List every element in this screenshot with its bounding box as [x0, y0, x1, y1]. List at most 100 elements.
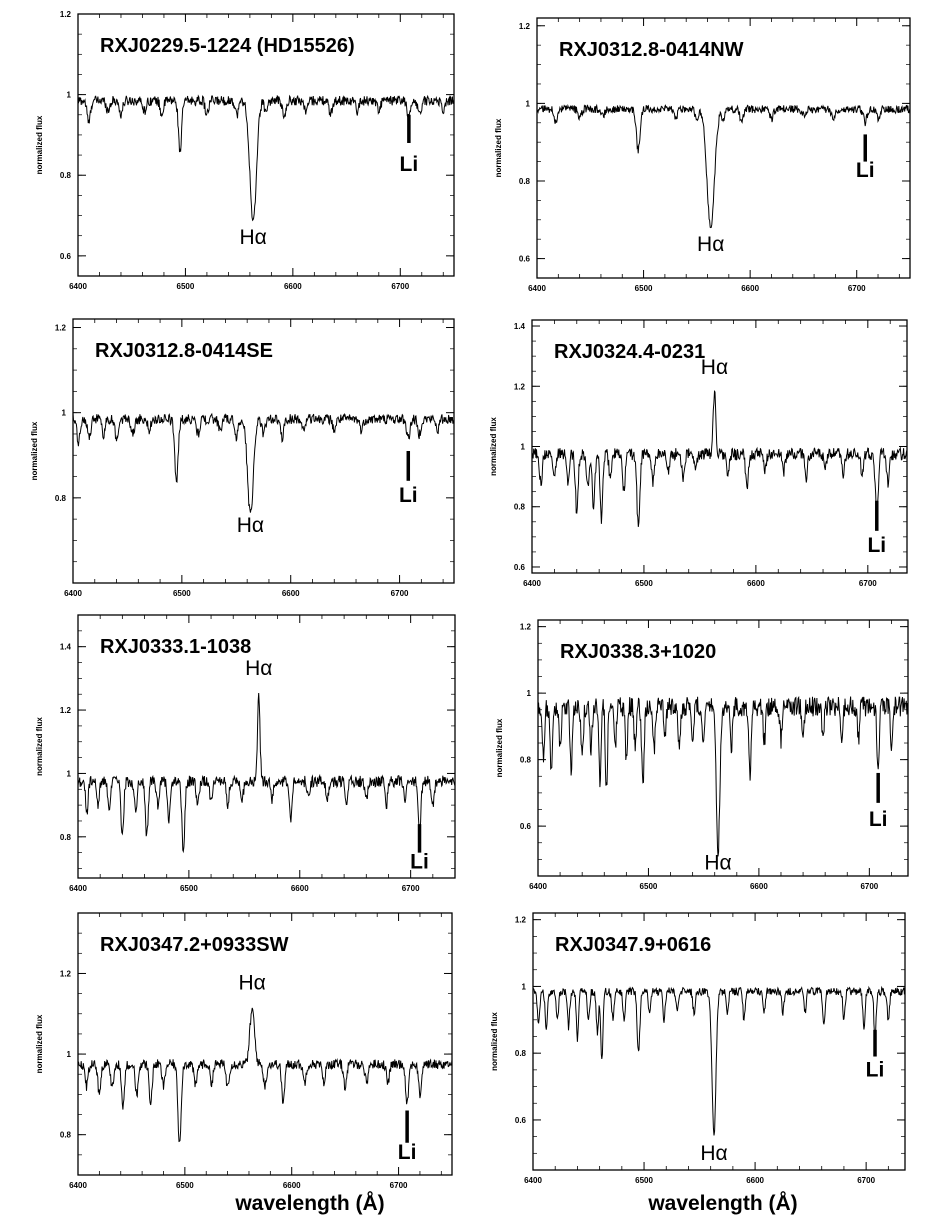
halpha-label: Hα	[697, 233, 724, 256]
y-tick-label: 0.6	[520, 822, 532, 831]
plot-frame	[72, 318, 455, 584]
y-tick-label: 1	[67, 769, 72, 778]
y-axis-label: normalized flux	[489, 417, 498, 476]
spectrum-line	[77, 692, 456, 854]
panel-title: RXJ0312.8-0414NW	[559, 39, 744, 61]
spectrum-panel-5: 6400 6500 6600 6700 0.8 1 1.2 1.4 normalized flu…	[35, 614, 456, 893]
y-axis-label: normalized flux	[490, 1012, 499, 1071]
x-tick-label: 6400	[529, 882, 547, 891]
x-tick-label: 6600	[746, 1176, 764, 1185]
x-tick-label: 6400	[69, 282, 87, 291]
x-axis-label-left: wavelength (Å)	[235, 1192, 385, 1215]
y-tick-label: 0.8	[60, 833, 72, 842]
x-tick-label: 6600	[747, 579, 765, 588]
y-tick-label: 0.8	[514, 503, 526, 512]
y-tick-label: 1.2	[60, 969, 72, 978]
y-tick-label: 1.4	[514, 322, 526, 331]
y-tick-label: 1.2	[515, 916, 527, 925]
x-tick-label: 6700	[391, 282, 409, 291]
li-label: Li	[410, 850, 429, 873]
x-tick-label: 6500	[180, 884, 198, 893]
y-tick-label: 1.2	[520, 623, 532, 632]
y-tick-label: 1	[67, 1050, 72, 1059]
x-tick-label: 6400	[69, 884, 87, 893]
y-axis-label: normalized flux	[35, 115, 44, 174]
plot-frame	[537, 619, 909, 877]
x-axis-label-right: wavelength (Å)	[648, 1192, 798, 1215]
y-tick-label: 0.6	[60, 252, 72, 261]
y-tick-label: 1.2	[60, 10, 72, 19]
panel-title: RXJ0333.1-1038	[100, 636, 251, 658]
y-tick-label: 0.8	[515, 1049, 527, 1058]
x-tick-label: 6500	[635, 1176, 653, 1185]
spectrum-panel-6: 6400 6500 6600 6700 0.6 0.8 1 1.2 normalized flu…	[495, 619, 909, 891]
panel-title: RXJ0347.9+0616	[555, 934, 711, 956]
plot-frame	[77, 912, 453, 1176]
spectrum-panel-2: 6400 6500 6600 6700 0.6 0.8 1 1.2 normalized flu…	[494, 17, 911, 293]
spectrum-panel-1: 6400 6500 6600 6700 0.6 0.8 1 1.2 normalized flu…	[35, 10, 455, 291]
plot-frame	[77, 13, 455, 277]
li-label: Li	[856, 159, 875, 182]
x-tick-label: 6600	[741, 284, 759, 293]
panel-title: RXJ0347.2+0933SW	[100, 934, 289, 956]
spectrum-panel-7: 6400 6500 6600 6700 0.8 1 1.2 normalized flux RX…	[35, 912, 453, 1190]
y-tick-label: 0.8	[520, 756, 532, 765]
y-tick-label: 1.2	[519, 22, 531, 31]
y-tick-label: 1	[526, 99, 531, 108]
y-tick-label: 0.6	[514, 563, 526, 572]
spectrum-panel-3: 6400 6500 6600 6700 0.8 1 1.2 normalized flux RX…	[30, 318, 455, 598]
x-tick-label: 6700	[860, 882, 878, 891]
li-label: Li	[869, 808, 888, 831]
panel-title: RXJ0312.8-0414SE	[95, 340, 273, 362]
x-tick-label: 6700	[848, 284, 866, 293]
x-tick-label: 6600	[282, 589, 300, 598]
spectrum-line	[77, 94, 455, 222]
y-tick-label: 1.2	[514, 382, 526, 391]
x-tick-label: 6600	[283, 1181, 301, 1190]
y-tick-label: 1	[67, 91, 72, 100]
y-tick-label: 0.6	[515, 1116, 527, 1125]
y-tick-label: 0.6	[519, 255, 531, 264]
x-tick-label: 6600	[291, 884, 309, 893]
li-label: Li	[866, 1059, 885, 1082]
spectrum-line	[72, 412, 455, 513]
li-label: Li	[867, 534, 886, 557]
x-tick-label: 6600	[750, 882, 768, 891]
halpha-label: Hα	[245, 657, 272, 680]
spectrum-line	[537, 695, 909, 857]
x-tick-label: 6500	[177, 282, 195, 291]
y-tick-label: 1	[62, 409, 67, 418]
panel-title: RXJ0324.4-0231	[554, 341, 705, 363]
halpha-label: Hα	[239, 972, 266, 995]
x-tick-label: 6400	[523, 579, 541, 588]
spectrum-panel-8: 6400 6500 6600 6700 0.6 0.8 1 1.2 normalized flu…	[490, 912, 906, 1185]
y-tick-label: 1	[522, 982, 527, 991]
li-label: Li	[399, 484, 418, 507]
x-tick-label: 6700	[857, 1176, 875, 1185]
y-axis-label: normalized flux	[30, 421, 39, 480]
halpha-label: Hα	[700, 1142, 727, 1165]
y-tick-label: 1.2	[55, 324, 67, 333]
x-tick-label: 6500	[640, 882, 658, 891]
panel-title: RXJ0229.5-1224 (HD15526)	[100, 35, 355, 57]
spectrum-line	[77, 1007, 453, 1143]
y-tick-label: 0.8	[519, 177, 531, 186]
y-tick-label: 1.4	[60, 643, 72, 652]
y-tick-label: 0.8	[60, 1131, 72, 1140]
x-tick-label: 6700	[391, 589, 409, 598]
y-axis-label: normalized flux	[495, 718, 504, 777]
y-axis-label: normalized flux	[494, 118, 503, 177]
spectrum-panel-4: 6400 6500 6600 6700 0.6 0.8 1 1.2 1.4 normalized …	[489, 319, 908, 588]
x-tick-label: 6500	[635, 284, 653, 293]
x-tick-label: 6400	[528, 284, 546, 293]
x-tick-label: 6700	[402, 884, 420, 893]
y-axis-label: normalized flux	[35, 717, 44, 776]
li-label: Li	[400, 153, 419, 176]
spectrum-line	[531, 389, 908, 527]
y-tick-label: 1	[521, 443, 526, 452]
halpha-label: Hα	[237, 514, 264, 537]
x-tick-label: 6700	[390, 1181, 408, 1190]
x-tick-label: 6500	[635, 579, 653, 588]
x-tick-label: 6400	[64, 589, 82, 598]
